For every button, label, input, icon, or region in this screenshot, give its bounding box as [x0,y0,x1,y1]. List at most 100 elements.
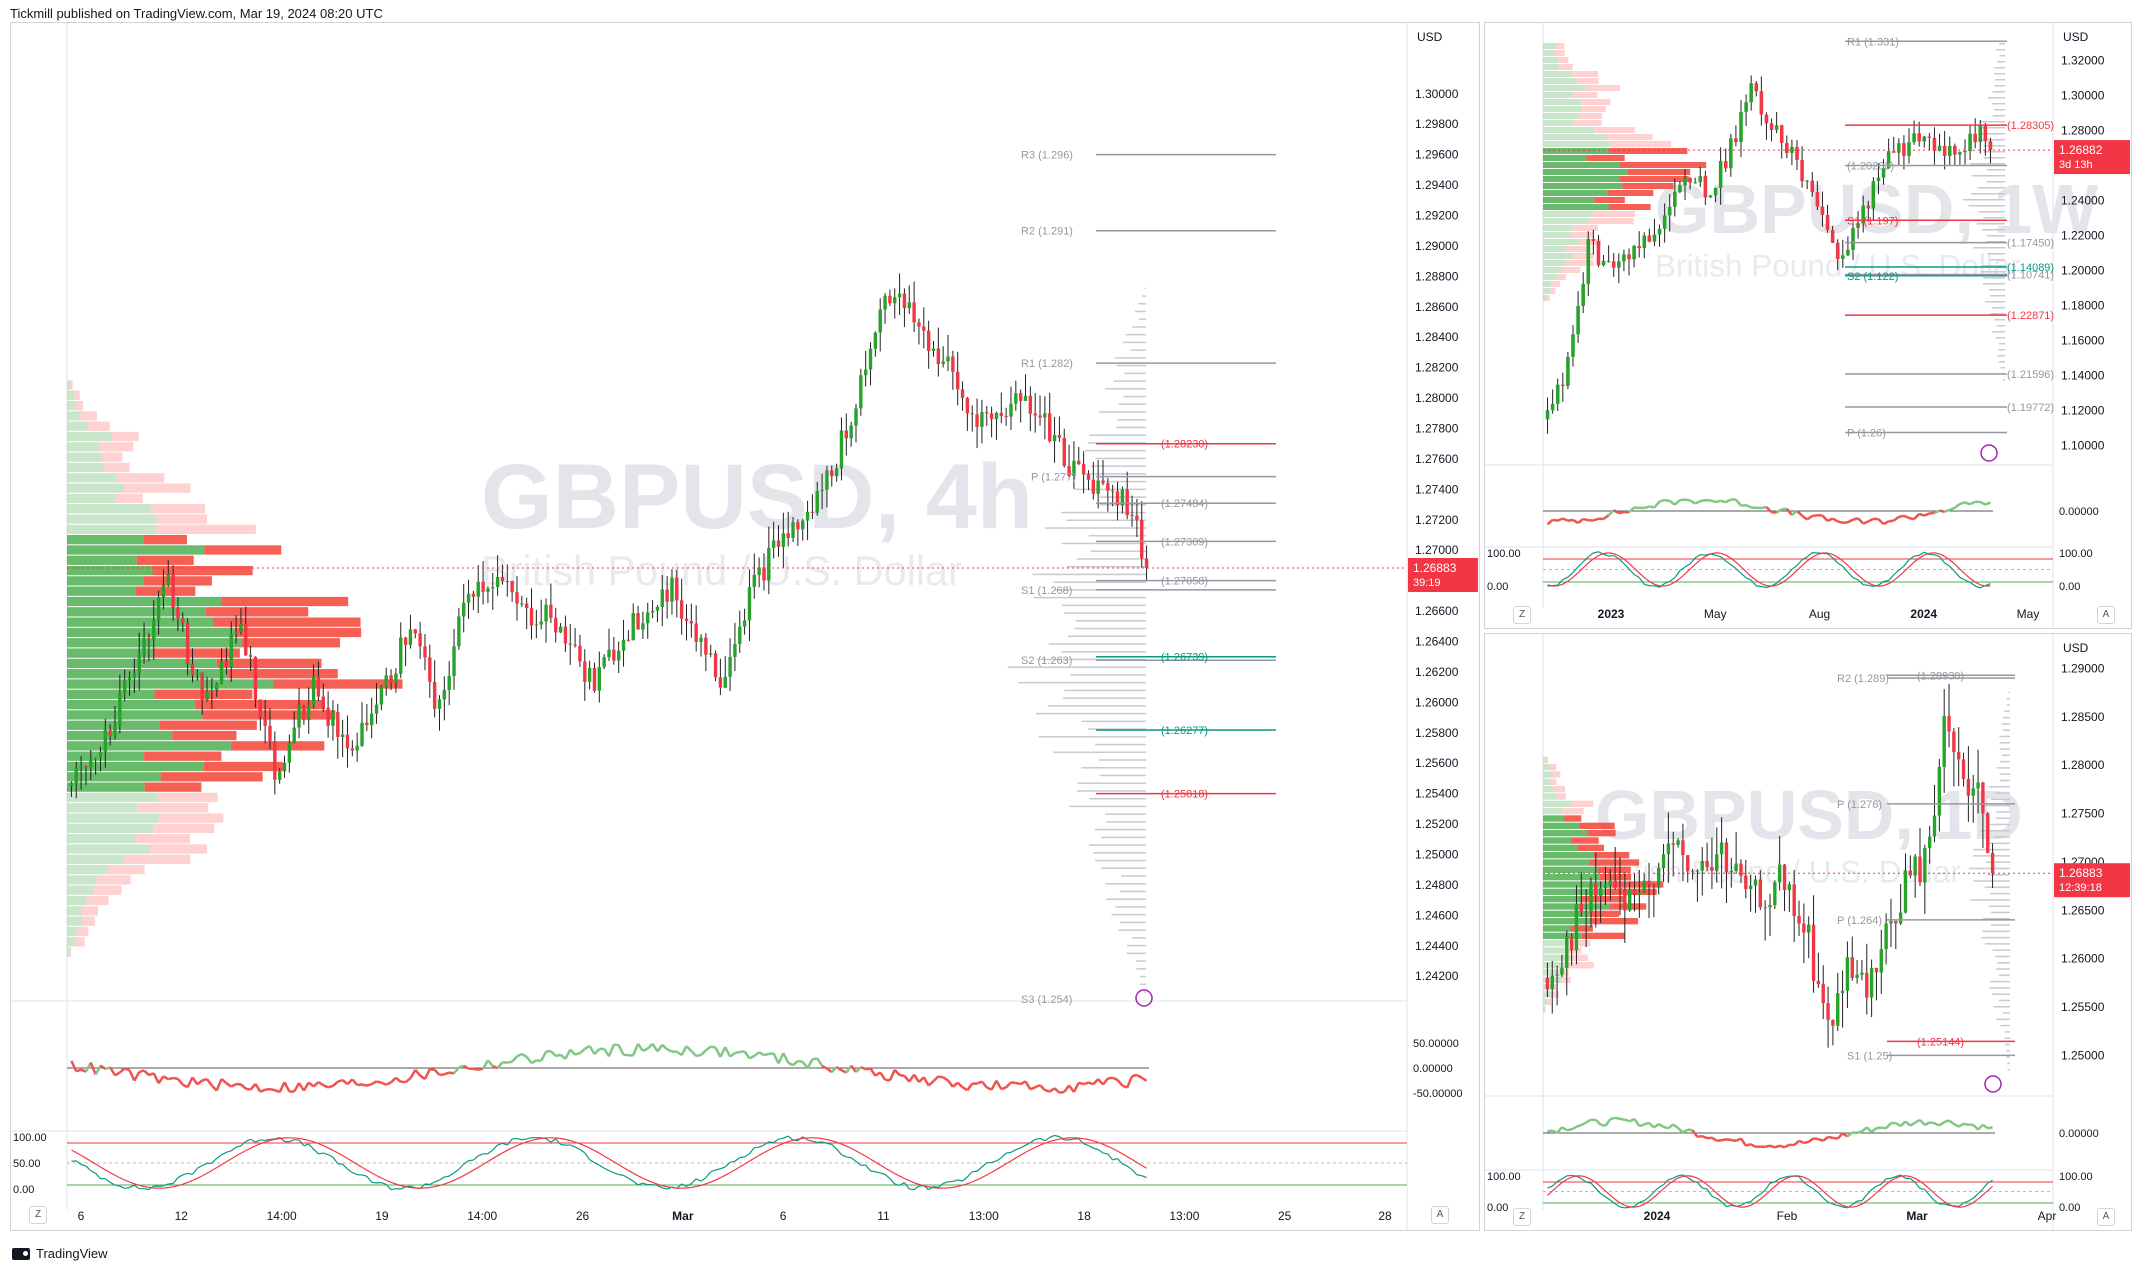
volume-profile-bar-up [1543,50,1554,56]
stoch-d-line [1893,575,1900,582]
osc1-segment [1039,1084,1046,1091]
candle-up [394,673,398,683]
price-label: 1.26883 [2059,866,2103,880]
stoch-d-line [1674,577,1681,583]
volume-profile-bar-down [241,638,341,648]
candle-down [1744,875,1748,890]
osc1-segment [593,1048,601,1056]
stoch-k-line [400,1186,406,1190]
stoch-d-line [1929,1188,1935,1194]
right-volume-profile-bar [2003,729,2010,731]
stoch-d-line [817,1137,823,1140]
stoch-k-line [119,1185,125,1190]
osc1-segment [1881,1126,1887,1130]
volume-profile-bar-up [1543,881,1613,888]
volume-profile-bar-up [1543,267,1562,273]
stoch-k-line [1745,1201,1751,1204]
osc1-segment [1141,1076,1148,1082]
stoch-d-line [1914,1177,1921,1182]
stoch-k-line [880,1172,886,1175]
y-tick-label: 1.24200 [1415,969,1459,983]
stoch-d-line [385,1179,392,1183]
stoch-k-line [628,1177,634,1182]
stoch-k-line [1721,1201,1727,1208]
volume-profile-bar-down [1607,190,1654,196]
stoch-k-line [1913,554,1920,557]
candle-up [1627,889,1632,911]
candle-down [578,645,582,662]
chart-panel-4h[interactable]: GBPUSD, 4h British Pound / U.S. Dollar USD… [10,22,1480,1231]
stoch-d-line [1905,1175,1911,1178]
osc1-segment [710,1045,716,1049]
volume-profile-bar-down [1609,148,1688,154]
right-volume-profile-bar [1105,813,1146,815]
stoch-d-line [1766,585,1772,587]
osc1-segment [1734,498,1742,507]
timezone-z-button[interactable]: Z [29,1206,47,1224]
candle-down [573,644,577,646]
stoch-d-line [623,1167,629,1171]
stoch-d-line [1566,1176,1572,1181]
stoch-d-line [836,1141,842,1145]
stoch-d-line [565,1138,571,1142]
volume-profile-bar-up [1543,141,1611,147]
volume-profile-bar-up [67,761,204,772]
candle-up [152,620,156,640]
right-volume-profile-bar [1989,289,2005,291]
chart-panel-1d[interactable]: GBPUSD, 1D British Pound / U.S. Dollar USD… [1484,633,2132,1231]
osc1-segment [1731,1138,1737,1143]
stoch-k-line [1593,551,1599,554]
chart-panel-1w[interactable]: GBPUSD, 1W British Pound / U.S. Dollar USD… [1484,22,2132,629]
tradingview-brand[interactable]: TradingView [12,1246,108,1261]
volume-profile-bar-down [1598,866,1631,873]
stoch-d-line [1059,1137,1065,1140]
osc1-segment [1933,509,1941,514]
right-volume-profile-bar [1101,836,1146,839]
stoch-d-line [1856,1203,1863,1207]
right-volume-profile-bar [1144,287,1146,290]
y-tick-label: 1.26500 [2061,903,2105,917]
candle-up [457,616,461,647]
stoch-k-line [1740,1202,1747,1206]
osc1-segment [1785,507,1793,516]
candle-up [1713,188,1718,196]
osc1-segment [1614,1116,1621,1121]
right-volume-profile-bar [1035,712,1146,715]
right-volume-profile-bar [2006,704,2010,706]
volume-profile-bar-down [159,720,257,730]
candle-up [1968,133,1972,152]
volume-profile-bar-up [1543,969,1558,976]
candle-up [1555,384,1560,404]
stoch-d-line [129,1181,135,1185]
timezone-z-button[interactable]: Z [1513,606,1531,624]
candle-down [1710,867,1714,871]
auto-scale-a-button[interactable]: A [1431,1206,1449,1224]
candle-up [93,757,98,759]
y-tick-label: 1.26000 [1415,695,1459,709]
auto-scale-a-button[interactable]: A [2097,1208,2115,1226]
candle-down [936,348,941,365]
stoch-k-line [754,1146,760,1149]
stoch-k-line [729,1160,736,1163]
stoch-k-line [560,1143,566,1146]
osc1-segment [385,1081,392,1086]
stoch-k-line [448,1172,455,1177]
pivot-level-label: (1.27309) [1161,536,1208,548]
auto-scale-a-button[interactable]: A [2097,606,2115,624]
candle-down [684,618,689,622]
candle-down [563,626,568,644]
candle-down [316,676,321,697]
candle-up [1787,884,1792,891]
stoch-k-line [831,1144,838,1150]
right-volume-profile-bar [1077,782,1146,784]
timezone-z-button[interactable]: Z [1513,1208,1531,1226]
osc1-segment [642,1047,649,1053]
osc1-segment [1624,1118,1631,1123]
lightning-icon [1984,1075,2002,1093]
stoch-d-line [477,1163,484,1168]
stoch-d-line [971,1179,978,1183]
stoch-d-line [148,1186,154,1189]
